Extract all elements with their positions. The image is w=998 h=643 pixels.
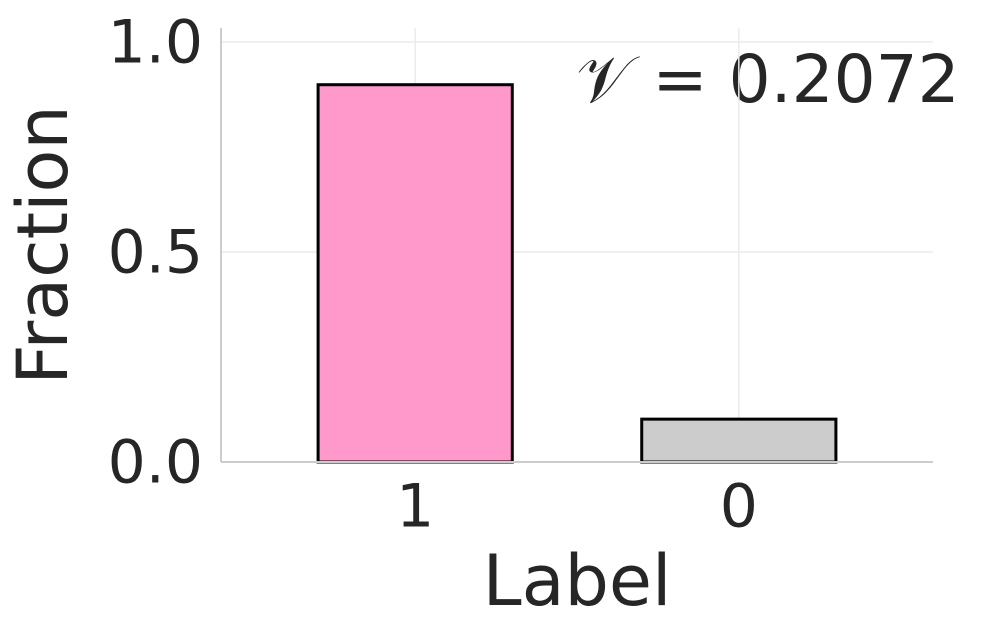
x-axis-label: Label [483, 540, 672, 622]
x-tick-label: 0 [720, 472, 758, 542]
y-tick-label: 0.5 [108, 218, 203, 288]
bar [640, 417, 838, 464]
x-tick-label: 1 [396, 472, 434, 542]
bar [316, 83, 514, 464]
y-tick-label: 0.0 [108, 428, 203, 498]
annotation: 𝒱 = 0.2072 [576, 41, 959, 118]
y-tick-label: 1.0 [108, 7, 203, 77]
y-axis-label: Fraction [2, 105, 84, 384]
